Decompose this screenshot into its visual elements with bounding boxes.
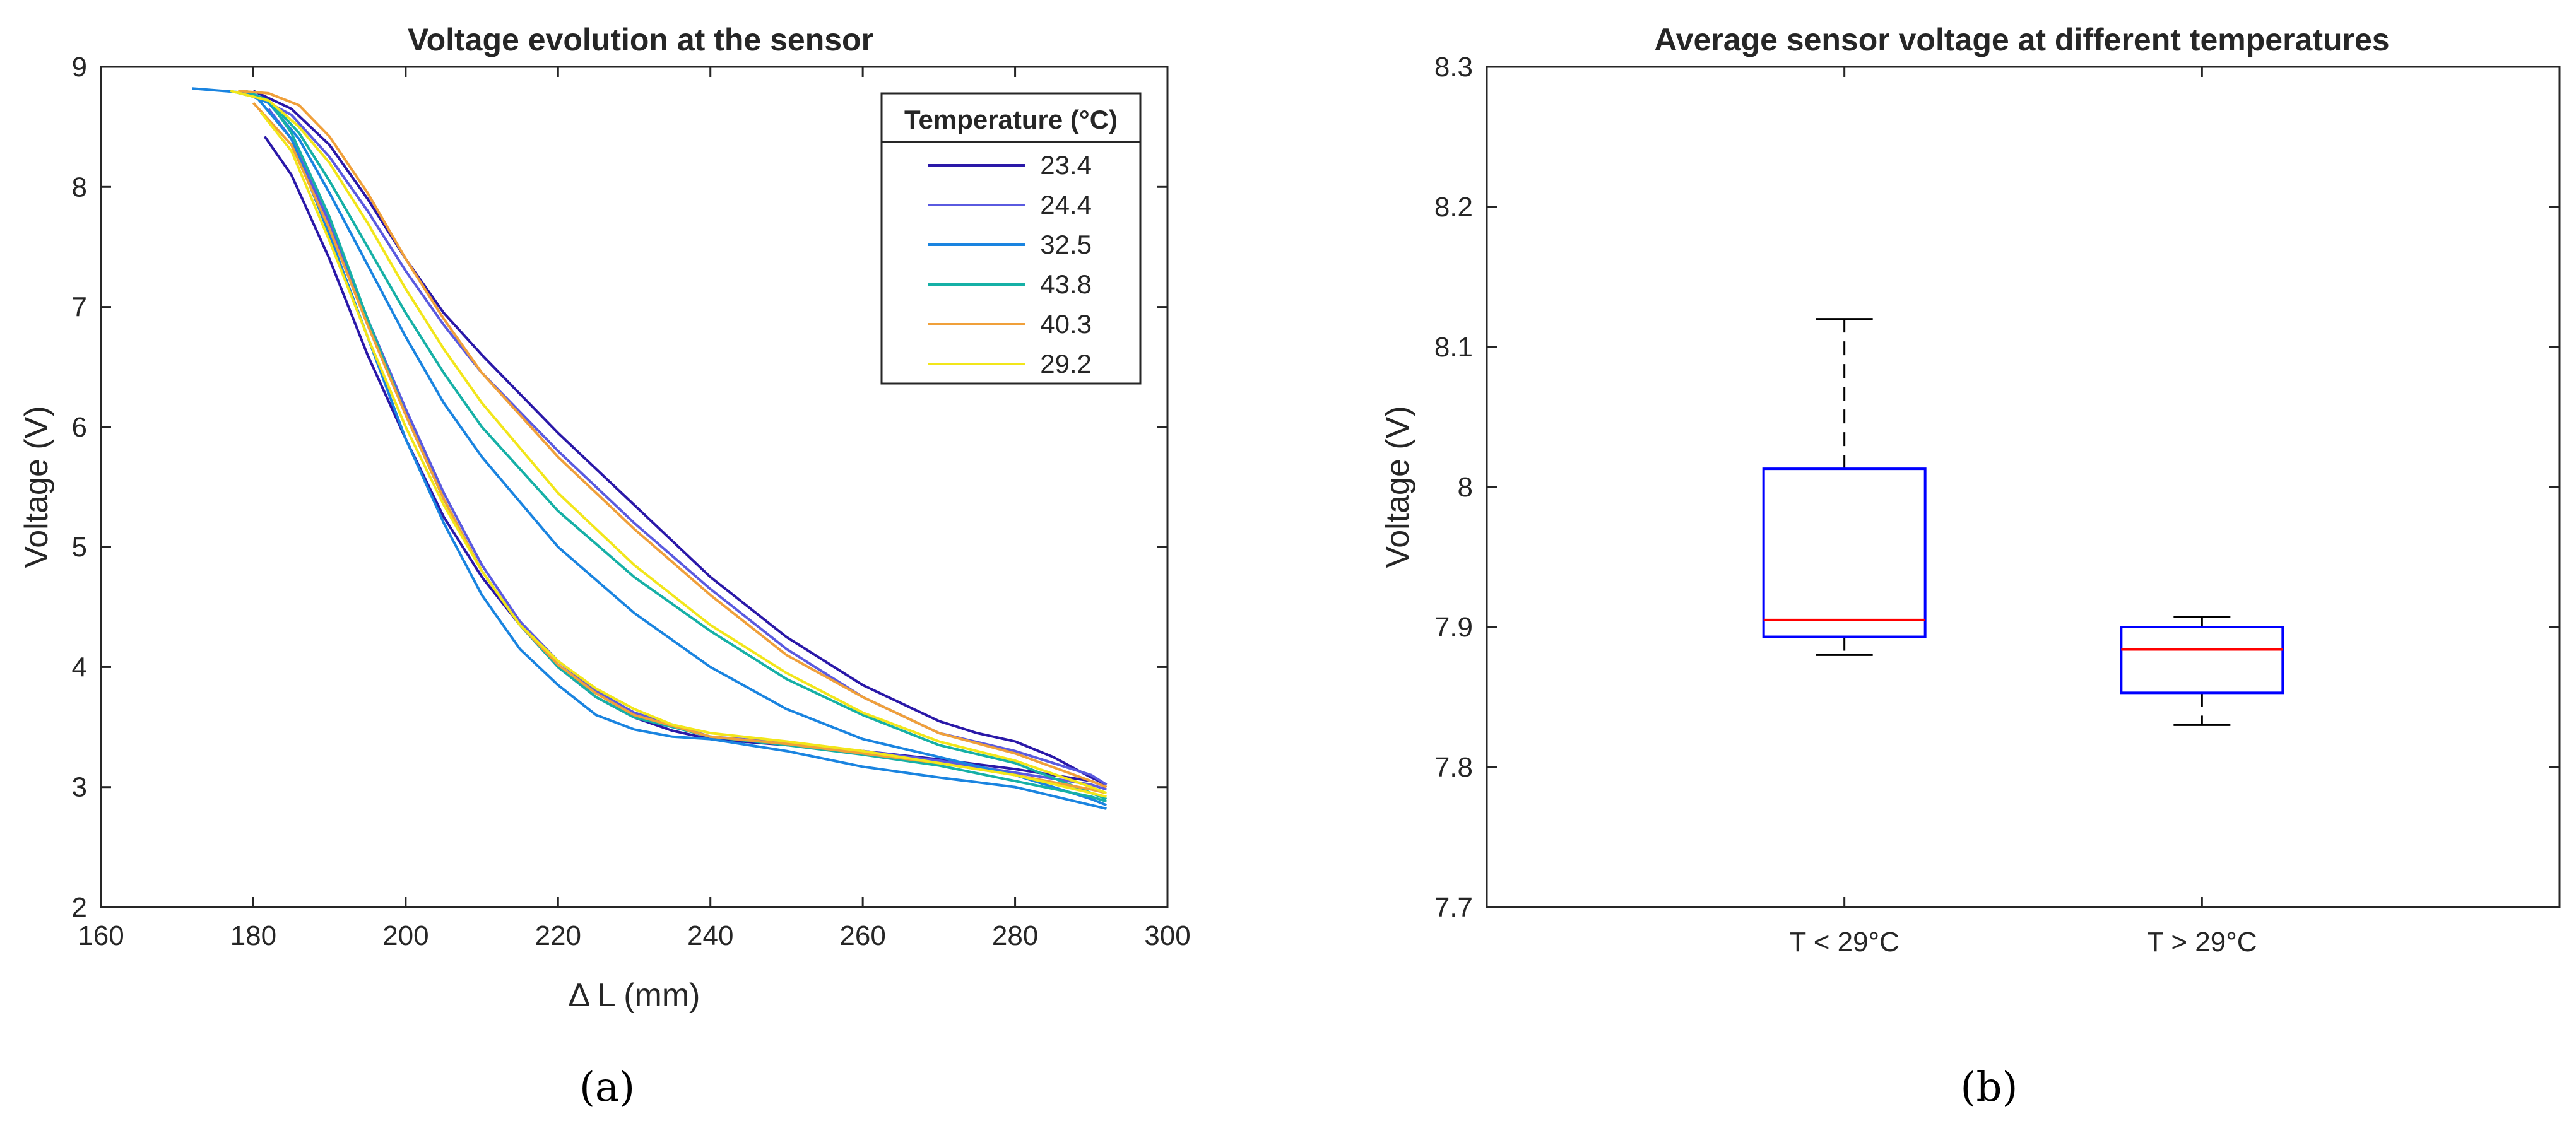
x-tick-label: 300 (1144, 920, 1190, 951)
y-tick-label: 8 (1458, 472, 1473, 503)
y-tick-label: 8 (72, 172, 87, 202)
y-tick-label: 2 (72, 892, 87, 923)
x-tick-label: 280 (992, 920, 1038, 951)
series-line-32-5-1 (237, 90, 1108, 807)
chart-b-plot-area (1486, 66, 2561, 908)
box-1 (1762, 318, 1927, 656)
y-tick-label: 7 (72, 292, 87, 323)
series-line-23-4-1 (252, 90, 1108, 786)
x-tick-label: 220 (535, 920, 581, 951)
x-tick-label: 180 (230, 920, 276, 951)
x-tick-label: 160 (78, 920, 124, 951)
chart-a-ylabel: Voltage (V) (18, 406, 55, 568)
x-tick-label: 240 (687, 920, 733, 951)
y-tick-label: 4 (72, 652, 87, 683)
x-tick-label: 260 (839, 920, 885, 951)
chart-a-plot-area (100, 66, 1169, 908)
legend-label: 23.4 (1040, 150, 1092, 180)
y-tick-label: 5 (72, 532, 87, 563)
chart-a-axes: 160 180 200 220 240 260 280 300 2 3 4 5 6 7 8 9 (72, 52, 1191, 951)
category-label: T > 29°C (2147, 927, 2257, 958)
iqr-box (2120, 626, 2284, 695)
chart-a-series-group (192, 87, 1108, 810)
y-tick-label: 7.7 (1434, 892, 1473, 923)
caption-a: (a) (579, 1064, 635, 1111)
legend-label: 24.4 (1040, 190, 1092, 220)
series-line-29-2-1 (230, 90, 1108, 795)
series-29-2 (230, 90, 1108, 798)
y-tick-label: 7.9 (1434, 612, 1473, 643)
y-tick-label: 9 (72, 52, 87, 83)
box-2 (2120, 616, 2284, 726)
series-line-29-2-0 (259, 112, 1107, 798)
legend-entries: 23.4 24.4 32.5 43.8 40.3 29.2 (928, 150, 1092, 378)
iqr-box (1762, 467, 1927, 638)
legend-label: 29.2 (1040, 349, 1092, 378)
y-tick-label: 8.3 (1434, 52, 1473, 83)
legend-label: 32.5 (1040, 230, 1092, 259)
chart-b-axes: 7.7 7.8 7.9 8 8.1 8.2 8.3 T < 29°C T > 29°C (1434, 52, 2560, 958)
y-tick-label: 8.1 (1434, 332, 1473, 363)
y-tick-label: 7.8 (1434, 752, 1473, 783)
chart-a-xlabel: Δ L (mm) (568, 977, 700, 1014)
x-tick-label: 200 (382, 920, 428, 951)
legend-title: Temperature (°C) (904, 105, 1118, 134)
series-line-43-8-0 (245, 90, 1108, 803)
caption-b: (b) (1961, 1064, 2018, 1111)
legend-label: 40.3 (1040, 309, 1092, 339)
series-line-43-8-1 (230, 90, 1108, 801)
y-tick-label: 3 (72, 772, 87, 803)
chart-b-ylabel: Voltage (V) (1380, 406, 1416, 568)
panel-b-box-chart: Average sensor voltage at different temp… (1380, 22, 2561, 958)
y-tick-label: 8.2 (1434, 192, 1473, 223)
series-43-8 (230, 90, 1108, 803)
chart-b-title: Average sensor voltage at different temp… (1654, 22, 2389, 57)
legend-box (880, 92, 1142, 385)
category-label: T < 29°C (1789, 927, 1900, 958)
chart-a-legend: Temperature (°C) 23.4 24.4 32.5 43.8 40.3 29.… (880, 92, 1142, 385)
series-line-40-3-1 (238, 90, 1108, 789)
chart-b-boxes (1762, 318, 2284, 726)
y-tick-label: 6 (72, 412, 87, 443)
legend-label: 43.8 (1040, 269, 1092, 299)
panel-a-line-chart: Voltage evolution at the sensor 160 180 20… (18, 22, 1191, 1014)
chart-a-title: Voltage evolution at the sensor (408, 22, 873, 57)
